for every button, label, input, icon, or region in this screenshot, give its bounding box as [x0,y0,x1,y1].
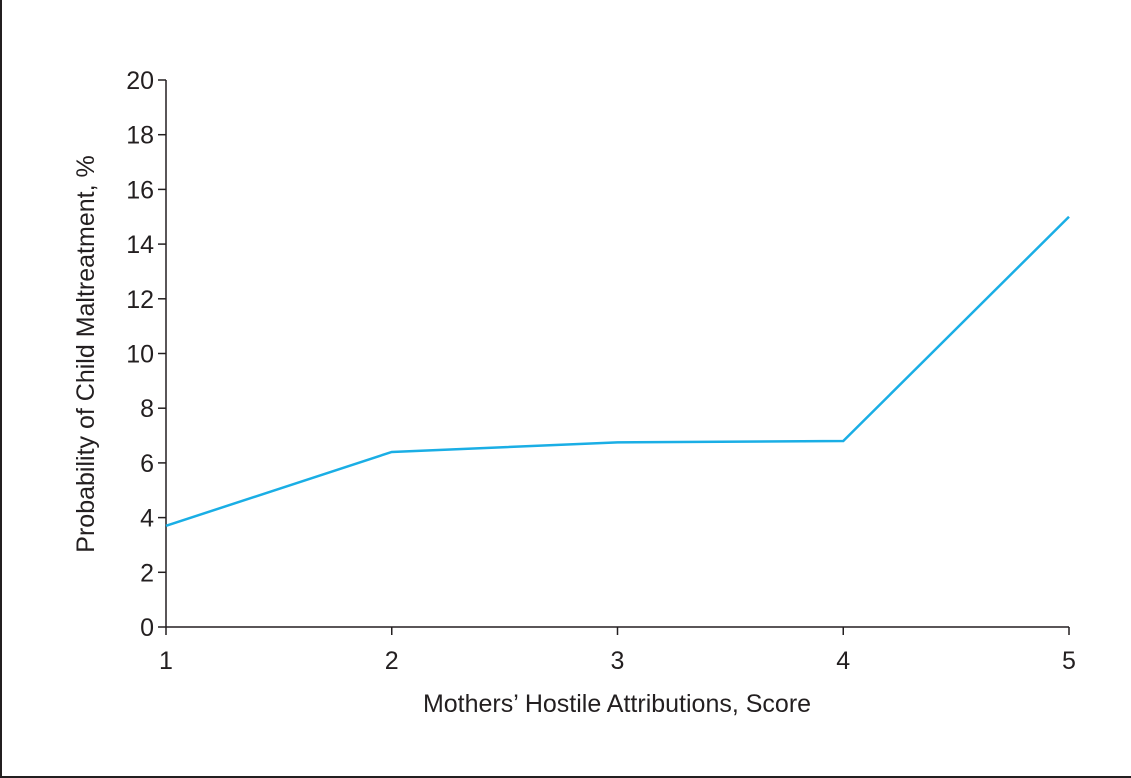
y-tick-label: 2 [140,559,154,587]
x-tick-label: 3 [611,647,625,675]
x-tick-label: 4 [836,647,850,675]
x-ticks: 1 2 3 4 5 [159,627,1076,675]
y-tick-label: 14 [126,231,154,259]
y-tick-label: 20 [126,67,154,95]
y-tick-label: 0 [140,614,154,642]
series-line [165,215,1070,527]
y-tick-label: 6 [140,450,154,478]
x-axis-title: Mothers’ Hostile Attributions, Score [423,690,811,718]
y-tick-label: 10 [126,341,154,369]
axes [165,80,1069,628]
y-tick-label: 16 [126,176,154,204]
y-tick-label: 8 [140,395,154,423]
series-layer [165,215,1070,527]
x-tick-label: 1 [159,647,173,675]
y-ticks: 0 2 4 6 8 10 12 14 16 18 20 [126,67,166,642]
x-tick-label: 5 [1062,647,1076,675]
y-axis-title: Probability of Child Maltreatment, % [72,155,100,552]
x-tick-label: 2 [385,647,399,675]
y-tick-label: 18 [126,122,154,150]
y-tick-label: 4 [140,505,154,533]
y-tick-label: 12 [126,286,154,314]
